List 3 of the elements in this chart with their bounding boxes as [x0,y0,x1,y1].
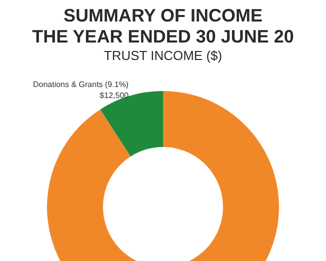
chart-subtitle: TRUST INCOME ($) [104,48,222,63]
slice-label: Donations & Grants (9.1%) $12,500 [32,80,130,100]
chart-title: SUMMARY OF INCOME THE YEAR ENDED 30 JUNE 20 [32,6,294,46]
